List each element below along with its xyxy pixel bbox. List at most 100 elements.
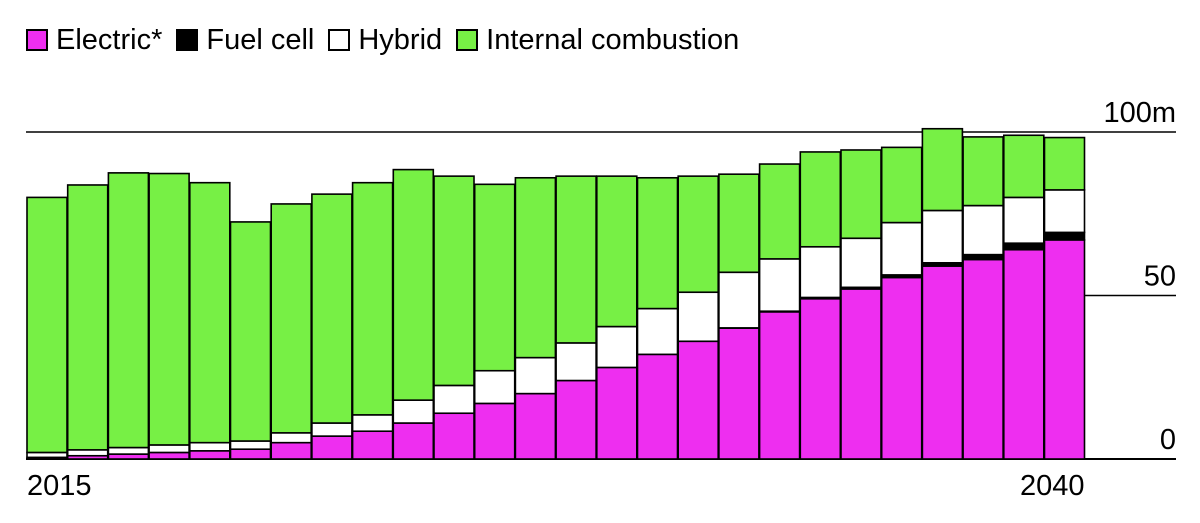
bar-internal-combustion-2027: [514, 176, 557, 359]
bar-hybrid-2026: [473, 369, 516, 405]
bar-internal-combustion-2018: [148, 172, 190, 446]
bar-stack-2040: [1043, 136, 1086, 460]
bar-internal-combustion-2022: [311, 193, 353, 424]
bar-hybrid-2036: [880, 221, 923, 276]
bar-hybrid-2029: [595, 325, 638, 369]
bar-electric-2031: [677, 340, 720, 460]
bar-stack-2039: [1002, 134, 1045, 460]
bar-hybrid-2022: [311, 422, 353, 437]
bar-electric-2019: [189, 450, 231, 460]
bar-hybrid-2032: [718, 271, 760, 329]
bar-stack-2020: [229, 221, 272, 460]
bar-hybrid-2021: [270, 432, 313, 444]
bar-hybrid-2028: [555, 342, 597, 382]
bar-fuel-cell-2040: [1043, 231, 1086, 241]
bar-electric-2020: [229, 448, 272, 460]
bar-hybrid-2023: [351, 414, 394, 433]
legend-label-hybrid: Hybrid: [358, 23, 443, 56]
legend-swatch-internal-combustion: [456, 29, 479, 51]
bar-electric-2037: [921, 265, 964, 460]
legend-swatch-fuel-cell: [176, 29, 199, 51]
bar-stack-2026: [473, 183, 516, 460]
bar-stack-2025: [433, 175, 475, 460]
y-tick-label-50: 50: [1144, 261, 1176, 293]
chart-legend: Electric* Fuel cell Hybrid Internal comb…: [26, 22, 753, 58]
bar-hybrid-2034: [799, 245, 842, 299]
x-tick-label-2040: 2040: [1020, 470, 1085, 502]
bar-hybrid-2038: [962, 204, 1004, 256]
bar-hybrid-2035: [840, 237, 882, 289]
bar-electric-2024: [392, 422, 435, 460]
bar-internal-combustion-2029: [595, 175, 638, 328]
bar-electric-2028: [555, 379, 597, 460]
bar-internal-combustion-2035: [840, 149, 882, 240]
legend-item-hybrid: Hybrid: [328, 24, 442, 57]
bar-internal-combustion-2025: [433, 175, 475, 387]
bar-hybrid-2024: [392, 399, 435, 424]
bar-internal-combustion-2039: [1002, 134, 1045, 199]
bar-internal-combustion-2015: [26, 196, 68, 454]
bar-electric-2036: [880, 276, 923, 460]
bar-stack-2037: [921, 127, 964, 460]
bar-hybrid-2037: [921, 209, 964, 264]
legend-item-internal-combustion: Internal combustion: [456, 24, 739, 57]
bar-hybrid-2018: [148, 444, 190, 454]
bar-stack-2029: [595, 175, 638, 460]
bar-electric-2023: [351, 430, 394, 460]
bar-stack-2028: [555, 175, 597, 460]
legend-swatch-electric: [26, 29, 48, 51]
bar-hybrid-2016: [66, 449, 109, 457]
bar-electric-2032: [718, 327, 760, 460]
bar-electric-2026: [473, 402, 516, 460]
bar-stack-2030: [636, 176, 679, 460]
bar-stack-2024: [392, 168, 435, 460]
bar-stack-2022: [311, 193, 353, 460]
bar-internal-combustion-2024: [392, 168, 435, 401]
bar-hybrid-2031: [677, 291, 720, 343]
bar-hybrid-2033: [758, 258, 801, 312]
bar-internal-combustion-2036: [880, 146, 923, 224]
bar-internal-combustion-2037: [921, 127, 964, 212]
bar-stack-2031: [677, 175, 720, 460]
bar-internal-combustion-2030: [636, 176, 679, 310]
bar-hybrid-2040: [1043, 189, 1086, 234]
bar-hybrid-2020: [229, 440, 272, 450]
bar-internal-combustion-2038: [962, 136, 1004, 207]
bar-stack-2019: [189, 181, 231, 460]
bar-internal-combustion-2040: [1043, 136, 1086, 191]
bar-stack-2027: [514, 176, 557, 460]
bar-stack-2035: [840, 149, 882, 460]
legend-item-fuel-cell: Fuel cell: [176, 24, 314, 57]
bar-internal-combustion-2033: [758, 163, 801, 260]
bar-internal-combustion-2019: [189, 181, 231, 444]
bar-stack-2023: [351, 181, 394, 460]
bar-internal-combustion-2026: [473, 183, 516, 372]
bar-stack-2038: [962, 136, 1004, 460]
bar-stack-2015: [26, 196, 68, 460]
bar-stacks: [26, 127, 1086, 460]
bar-stack-2021: [270, 203, 313, 460]
bar-internal-combustion-2016: [66, 184, 109, 451]
bar-stack-2018: [148, 172, 190, 460]
bar-internal-combustion-2028: [555, 175, 597, 344]
y-tick-label-100: 100m: [1103, 97, 1176, 129]
bar-internal-combustion-2032: [718, 173, 760, 274]
bar-electric-2029: [595, 366, 638, 460]
bar-internal-combustion-2020: [229, 221, 272, 442]
legend-label-electric: Electric*: [56, 23, 163, 56]
bar-internal-combustion-2023: [351, 181, 394, 416]
bar-hybrid-2025: [433, 384, 475, 415]
bar-internal-combustion-2021: [270, 203, 313, 434]
bar-internal-combustion-2034: [799, 151, 842, 248]
bar-hybrid-2017: [107, 446, 150, 455]
bar-electric-2035: [840, 288, 882, 460]
bar-hybrid-2030: [636, 307, 679, 356]
bar-internal-combustion-2031: [677, 175, 720, 294]
legend-label-internal-combustion: Internal combustion: [486, 23, 740, 56]
x-tick-label-2015: 2015: [27, 470, 92, 502]
bar-electric-2038: [962, 258, 1004, 460]
bar-hybrid-2027: [514, 356, 557, 395]
bar-electric-2040: [1043, 239, 1086, 460]
legend-swatch-hybrid: [328, 29, 351, 51]
